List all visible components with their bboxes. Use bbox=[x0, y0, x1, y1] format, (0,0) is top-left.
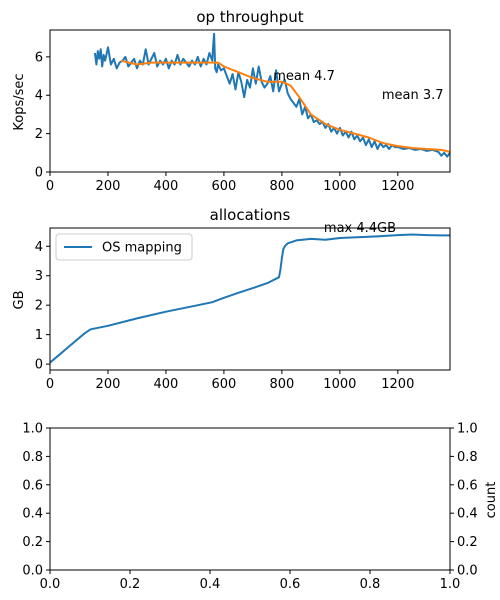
series-line-0 bbox=[50, 233, 450, 364]
x-tick-label: 0.4 bbox=[200, 577, 221, 592]
legend-box bbox=[55, 233, 193, 261]
y-tick-label: 2 bbox=[35, 299, 43, 314]
x-tick-label: 1200 bbox=[381, 377, 414, 392]
throughput-ylabel: Kops/sec bbox=[12, 73, 27, 130]
x-tick-label: 0 bbox=[46, 179, 54, 194]
x-tick-label: 400 bbox=[154, 179, 179, 194]
allocations-panel: allocations GB 0 200 400 600 800 1000 1200 0 1 2 3… bbox=[12, 206, 451, 392]
x-tick-label: 0 bbox=[46, 377, 54, 392]
x-tick-label: 1000 bbox=[323, 179, 356, 194]
x-tick-label: 200 bbox=[96, 179, 121, 194]
right-y-tick-label: 0.2 bbox=[457, 535, 478, 550]
x-tick-label: 800 bbox=[269, 179, 294, 194]
y-tick-label: 1.0 bbox=[22, 422, 43, 437]
right-y-tick-label: 0.4 bbox=[457, 507, 478, 522]
right-y-tick-label: 0.0 bbox=[457, 564, 478, 579]
x-tick-label: 800 bbox=[269, 377, 294, 392]
x-tick-label: 600 bbox=[211, 179, 236, 194]
count-panel: count 0.0 0.2 0.4 0.6 0.8 1.00.00.20.40.60.81… bbox=[22, 422, 499, 593]
series-line-0 bbox=[93, 32, 450, 158]
x-tick-label: 600 bbox=[211, 377, 236, 392]
axes-frame bbox=[49, 227, 451, 371]
x-tick-label: 400 bbox=[154, 377, 179, 392]
series-line-1 bbox=[120, 59, 450, 153]
y-tick-label: 0.4 bbox=[22, 507, 43, 522]
annotation-label: max 4.4GB bbox=[324, 221, 396, 236]
y-tick-label: 0.2 bbox=[22, 535, 43, 550]
y-tick-label: 0 bbox=[35, 166, 43, 181]
y-tick-label: 0.6 bbox=[22, 478, 43, 493]
throughput-title: op throughput bbox=[196, 8, 303, 26]
x-tick-label: 1000 bbox=[323, 377, 356, 392]
x-tick-label: 1.0 bbox=[440, 577, 461, 592]
right-y-tick-label: 0.6 bbox=[457, 478, 478, 493]
x-tick-label: 1200 bbox=[381, 179, 414, 194]
throughput-panel: op throughput Kops/sec 0 200 400 600 800 1000… bbox=[12, 8, 451, 194]
y-tick-label: 0 bbox=[35, 358, 43, 373]
x-tick-label: 0.8 bbox=[360, 577, 381, 592]
x-tick-label: 0.6 bbox=[280, 577, 301, 592]
right-y-tick-label: 0.8 bbox=[457, 450, 478, 465]
legend-label: OS mapping bbox=[102, 241, 182, 256]
y-tick-label: 3 bbox=[35, 269, 43, 284]
y-tick-label: 2 bbox=[35, 127, 43, 142]
y-tick-label: 1 bbox=[35, 328, 43, 343]
axes-frame bbox=[49, 29, 451, 173]
y-tick-label: 0.0 bbox=[22, 564, 43, 579]
right-y-tick-label: 1.0 bbox=[457, 422, 478, 437]
allocations-ylabel: GB bbox=[12, 291, 27, 310]
x-tick-label: 0.2 bbox=[120, 577, 141, 592]
annotation-label: mean 4.7 bbox=[273, 69, 335, 84]
allocations-title: allocations bbox=[210, 206, 291, 224]
x-tick-label: 200 bbox=[96, 377, 121, 392]
axes-frame bbox=[49, 427, 451, 571]
x-tick-label: 0.0 bbox=[40, 577, 61, 592]
y-tick-label: 4 bbox=[35, 240, 43, 255]
annotation-label: mean 3.7 bbox=[382, 88, 444, 103]
y-tick-label: 4 bbox=[35, 89, 43, 104]
count-right-ylabel: count bbox=[484, 482, 499, 519]
y-tick-label: 6 bbox=[35, 50, 43, 65]
y-tick-label: 0.8 bbox=[22, 450, 43, 465]
